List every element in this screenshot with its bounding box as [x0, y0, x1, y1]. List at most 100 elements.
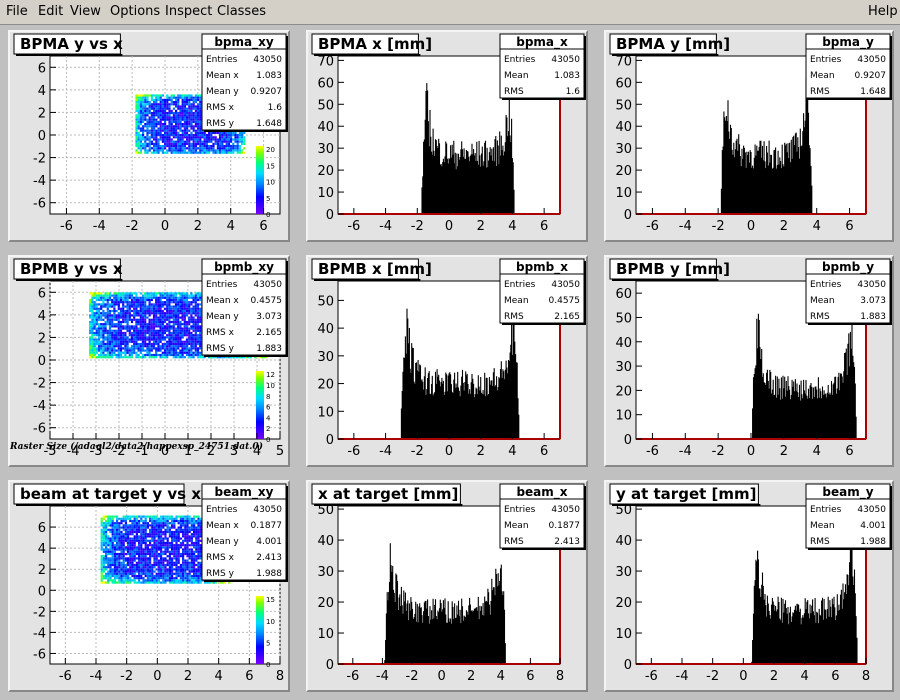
- heatmap-cell: [153, 94, 156, 97]
- heatmap-cell: [111, 351, 114, 354]
- heatmap-cell: [148, 329, 151, 332]
- heatmap-cell: [129, 557, 132, 560]
- heatmap-cell: [183, 103, 186, 106]
- menu-edit[interactable]: Edit: [38, 4, 64, 19]
- heatmap-cell: [153, 533, 156, 536]
- heatmap-cell: [192, 334, 195, 337]
- heatmap-cell: [115, 325, 118, 328]
- heatmap-cell: [190, 312, 193, 315]
- menu-view[interactable]: View: [70, 4, 101, 19]
- heatmap-cell: [168, 298, 171, 302]
- heatmap-cell: [141, 294, 145, 297]
- heatmap-cell: [166, 526, 169, 529]
- heatmap-cell: [113, 552, 116, 556]
- heatmap-cell: [182, 528, 185, 531]
- pad-bpma_y[interactable]: -6 -4 -2 0 2 4 6 0 10 20 30 40 50 60 70 BPMA y [mm] bpma…: [604, 30, 894, 242]
- heatmap-cell: [140, 537, 143, 540]
- heatmap-cell: [161, 125, 164, 128]
- heatmap-cell: [102, 563, 105, 567]
- heatmap-cell: [153, 134, 156, 137]
- heatmap-cell: [122, 301, 125, 304]
- pad-bpmb_xy[interactable]: 0 2 4 6 8 10 12 -5 -4 -3 -2 -1 0 1 2 3 4 5 -6 -4 -2 0 2 4 6 BPMB …: [8, 255, 290, 467]
- pad-bpmb_x[interactable]: -6 -4 -2 0 2 4 6 0 10 20 30 40 50 BPMB x [mm] bpmb_x En…: [306, 255, 588, 467]
- menu-inspect[interactable]: Inspect: [165, 4, 213, 19]
- heatmap-cell: [186, 555, 189, 558]
- heatmap-cell: [170, 142, 173, 145]
- heatmap-cell: [160, 557, 163, 560]
- heatmap-cell: [162, 519, 165, 523]
- heatmap-cell: [117, 323, 120, 326]
- heatmap-cell: [193, 557, 196, 560]
- heatmap-cell: [238, 356, 241, 359]
- heatmap-cell: [199, 292, 202, 295]
- heatmap-cell: [184, 577, 187, 580]
- heatmap-cell: [152, 329, 156, 332]
- heatmap-cell: [190, 142, 193, 145]
- stats-title: bpma_x: [516, 35, 568, 50]
- heatmap-cell: [166, 131, 169, 134]
- heatmap-cell: [181, 138, 184, 141]
- heatmap-cell: [124, 336, 127, 339]
- stats-value: 3.073: [860, 296, 886, 306]
- heatmap-cell: [197, 98, 200, 101]
- heatmap-cell: [190, 541, 193, 545]
- heatmap-cell: [124, 305, 127, 308]
- heatmap-cell: [184, 535, 187, 538]
- menu-classes[interactable]: Classes: [217, 4, 266, 19]
- heatmap-cell: [182, 581, 185, 584]
- heatmap-cell: [181, 301, 184, 304]
- heatmap-cell: [234, 147, 237, 150]
- heatmap-cell: [184, 528, 187, 531]
- heatmap-cell: [197, 134, 200, 137]
- heatmap-cell: [184, 515, 187, 518]
- heatmap-cell: [106, 334, 109, 337]
- heatmap-cell: [127, 539, 130, 542]
- heatmap-cell: [117, 316, 120, 319]
- heatmap-cell: [100, 325, 103, 328]
- heatmap-cell: [122, 555, 125, 558]
- heatmap-cell: [152, 331, 156, 335]
- menu-options[interactable]: Options: [110, 4, 161, 19]
- heatmap-cell: [122, 561, 125, 564]
- heatmap-cell: [219, 142, 222, 145]
- heatmap-cell: [188, 517, 191, 520]
- heatmap-cell: [144, 537, 147, 540]
- pad-bpma_x[interactable]: -6 -4 -2 0 2 4 6 0 10 20 30 40 50 60 70 BPMA x [mm] bpma…: [306, 30, 588, 242]
- heatmap-cell: [133, 544, 136, 547]
- heatmap-cell: [190, 107, 193, 110]
- heatmap-cell: [159, 305, 162, 308]
- heatmap-cell: [182, 522, 185, 525]
- heatmap-cell: [111, 347, 114, 350]
- heatmap-cell: [173, 552, 176, 556]
- heatmap-cell: [127, 530, 130, 534]
- heatmap-cell: [181, 323, 184, 326]
- heatmap-cell: [199, 579, 202, 582]
- menu-help[interactable]: Help: [868, 4, 898, 19]
- heatmap-cell: [139, 336, 142, 339]
- heatmap-cell: [91, 303, 94, 306]
- heatmap-cell: [225, 134, 228, 137]
- heatmap-cell: [238, 136, 241, 139]
- heatmap-cell: [183, 307, 186, 310]
- heatmap-cell: [133, 312, 136, 315]
- pad-beam_xy[interactable]: 0 5 10 15 -6 -4 -2 0 2 4 6 8 -6 -4 -2 0 2 4 6 beam at targe…: [8, 480, 290, 692]
- heatmap-cell: [166, 298, 169, 302]
- heatmap-cell: [177, 305, 180, 308]
- heatmap-cell: [166, 530, 169, 534]
- heatmap-cell: [124, 563, 127, 567]
- heatmap-cell: [192, 142, 195, 145]
- heatmap-cell: [120, 557, 123, 560]
- heatmap-cell: [128, 331, 131, 335]
- heatmap-cell: [155, 577, 158, 580]
- heatmap-cell: [183, 98, 186, 101]
- heatmap-cell: [124, 347, 127, 350]
- heatmap-cell: [199, 136, 202, 139]
- heatmap-cell: [105, 546, 108, 549]
- menu-file[interactable]: File: [6, 4, 28, 19]
- heatmap-cell: [175, 546, 178, 549]
- heatmap-cell: [151, 579, 154, 582]
- heatmap-cell: [203, 138, 206, 141]
- heatmap-cell: [142, 129, 145, 132]
- pad-bpmb_y[interactable]: -6 -4 -2 0 2 4 6 0 10 20 30 40 50 60 BPMB y [mm] bpmb_y…: [604, 255, 894, 467]
